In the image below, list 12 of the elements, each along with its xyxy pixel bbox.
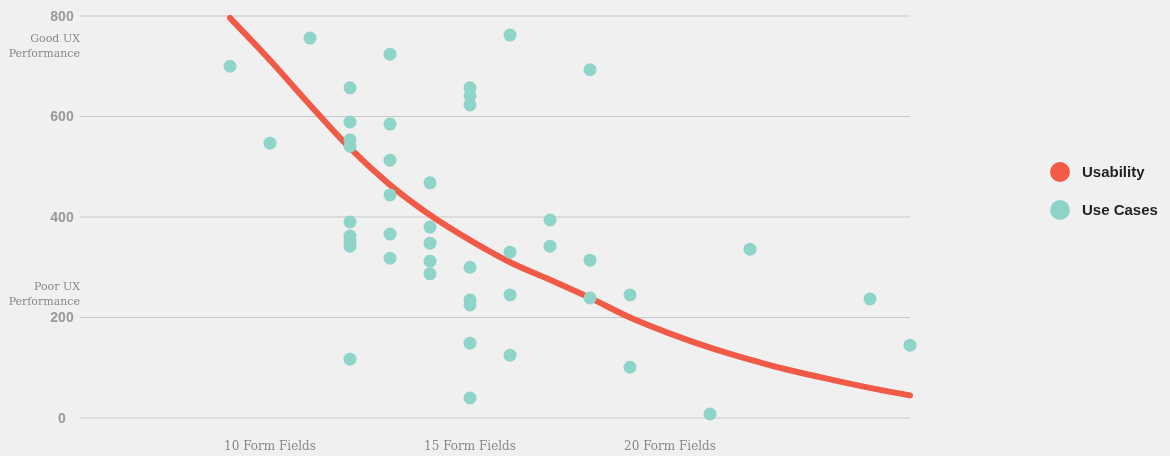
- y-tick-label: 400: [50, 208, 74, 225]
- x-tick-label: 10 Form Fields: [224, 439, 316, 453]
- legend-label: Usability: [1082, 163, 1146, 181]
- annotation: Poor UX Performance: [8, 279, 81, 308]
- y-tick-label: 0: [58, 409, 67, 426]
- y-tick-label: 200: [50, 309, 74, 326]
- x-tick-label: 20 Form Fields: [624, 439, 716, 453]
- y-tick-label: 800: [50, 7, 74, 24]
- x-tick-label: 15 Form Fields: [424, 439, 516, 453]
- y-tick-label: 600: [50, 108, 74, 125]
- annotation: Good UX Performance: [8, 32, 81, 60]
- legend-label: Use Cases: [1082, 201, 1158, 219]
